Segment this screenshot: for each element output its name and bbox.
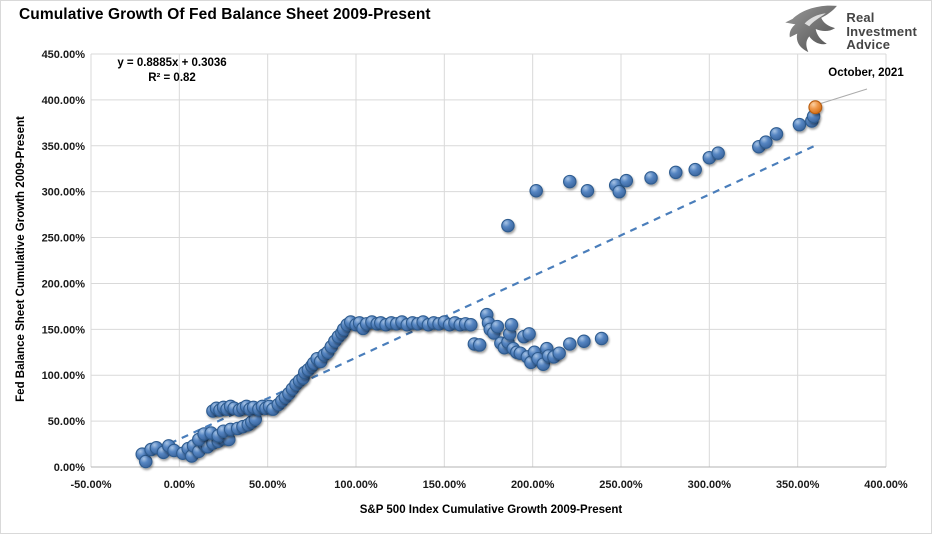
x-tick-label: 100.00% — [334, 479, 378, 491]
x-tick-label: 150.00% — [423, 479, 467, 491]
y-tick-label: 400.00% — [42, 95, 86, 107]
leader-line — [818, 88, 868, 105]
data-point — [504, 317, 519, 332]
ria-logo-line3: Advice — [846, 37, 891, 53]
y-tick-label: 150.00% — [42, 324, 86, 336]
y-tick-label: 100.00% — [42, 370, 86, 382]
data-point — [563, 174, 577, 189]
data-point — [552, 346, 566, 360]
ria-logo-text: Real Investment Advice — [846, 11, 917, 52]
x-tick-label: 350.00% — [776, 479, 820, 491]
trendline-equation: y = 0.8885x + 0.3036 R² = 0.82 — [96, 56, 248, 86]
x-tick-label: -50.00% — [71, 479, 112, 491]
data-point — [612, 184, 626, 199]
data-point — [139, 454, 153, 469]
data-point — [594, 331, 609, 346]
y-tick-label: 50.00% — [48, 416, 86, 428]
ria-logo-eagle-icon — [784, 5, 840, 58]
y-tick-label: 200.00% — [42, 278, 86, 290]
y-tick-label: 350.00% — [42, 141, 86, 153]
data-point — [580, 183, 595, 198]
data-point — [563, 337, 577, 351]
trendline-dashed — [157, 145, 815, 450]
annotation-leader-line — [818, 88, 868, 105]
data-point — [464, 317, 478, 332]
chart-title: Cumulative Growth Of Fed Balance Sheet 2… — [19, 6, 431, 23]
data-point — [711, 146, 725, 160]
data-points — [135, 100, 823, 469]
highlighted-data-point — [808, 100, 823, 115]
x-tick-label: 400.00% — [864, 479, 908, 491]
x-axis-title: S&P 500 Index Cumulative Growth 2009-Pre… — [359, 504, 623, 516]
gridlines — [90, 53, 887, 468]
data-point — [769, 127, 784, 141]
y-tick-label: 450.00% — [42, 49, 86, 61]
data-point — [759, 135, 773, 149]
x-tick-label: 250.00% — [599, 479, 643, 491]
x-tick-label: 0.00% — [164, 479, 195, 491]
ria-logo: Real Investment Advice — [784, 5, 917, 58]
x-tick-label: 200.00% — [511, 479, 555, 491]
tick-labels: 0.00% 50.00% 100.00% 150.00% 200.00% 250.00% 3… — [42, 49, 908, 491]
data-point — [529, 183, 543, 198]
data-point — [472, 338, 487, 352]
data-point — [619, 173, 634, 188]
trendline-equation-text: y = 0.8885x + 0.3036 — [117, 57, 227, 69]
data-point — [577, 334, 591, 349]
data-point — [501, 218, 515, 233]
annotation-october-2021: October, 2021 — [828, 67, 904, 79]
y-axis-title: Fed Balance Sheet Cumulative Growth 2009… — [15, 116, 27, 402]
y-tick-label: 250.00% — [42, 233, 86, 245]
ria-logo-line2: Investment — [846, 23, 917, 39]
x-tick-label: 50.00% — [249, 479, 287, 491]
trendline-r2-text: R² = 0.82 — [148, 72, 196, 84]
trendline — [157, 145, 815, 450]
data-point — [490, 319, 505, 334]
y-tick-label: 300.00% — [42, 187, 86, 199]
ria-logo-line1: Real — [846, 10, 875, 26]
data-point — [669, 165, 683, 180]
data-point — [644, 171, 658, 185]
x-tick-label: 300.00% — [688, 479, 732, 491]
data-point — [522, 327, 536, 341]
y-tick-label: 0.00% — [54, 462, 85, 474]
data-point — [688, 162, 702, 177]
data-point — [792, 117, 807, 132]
